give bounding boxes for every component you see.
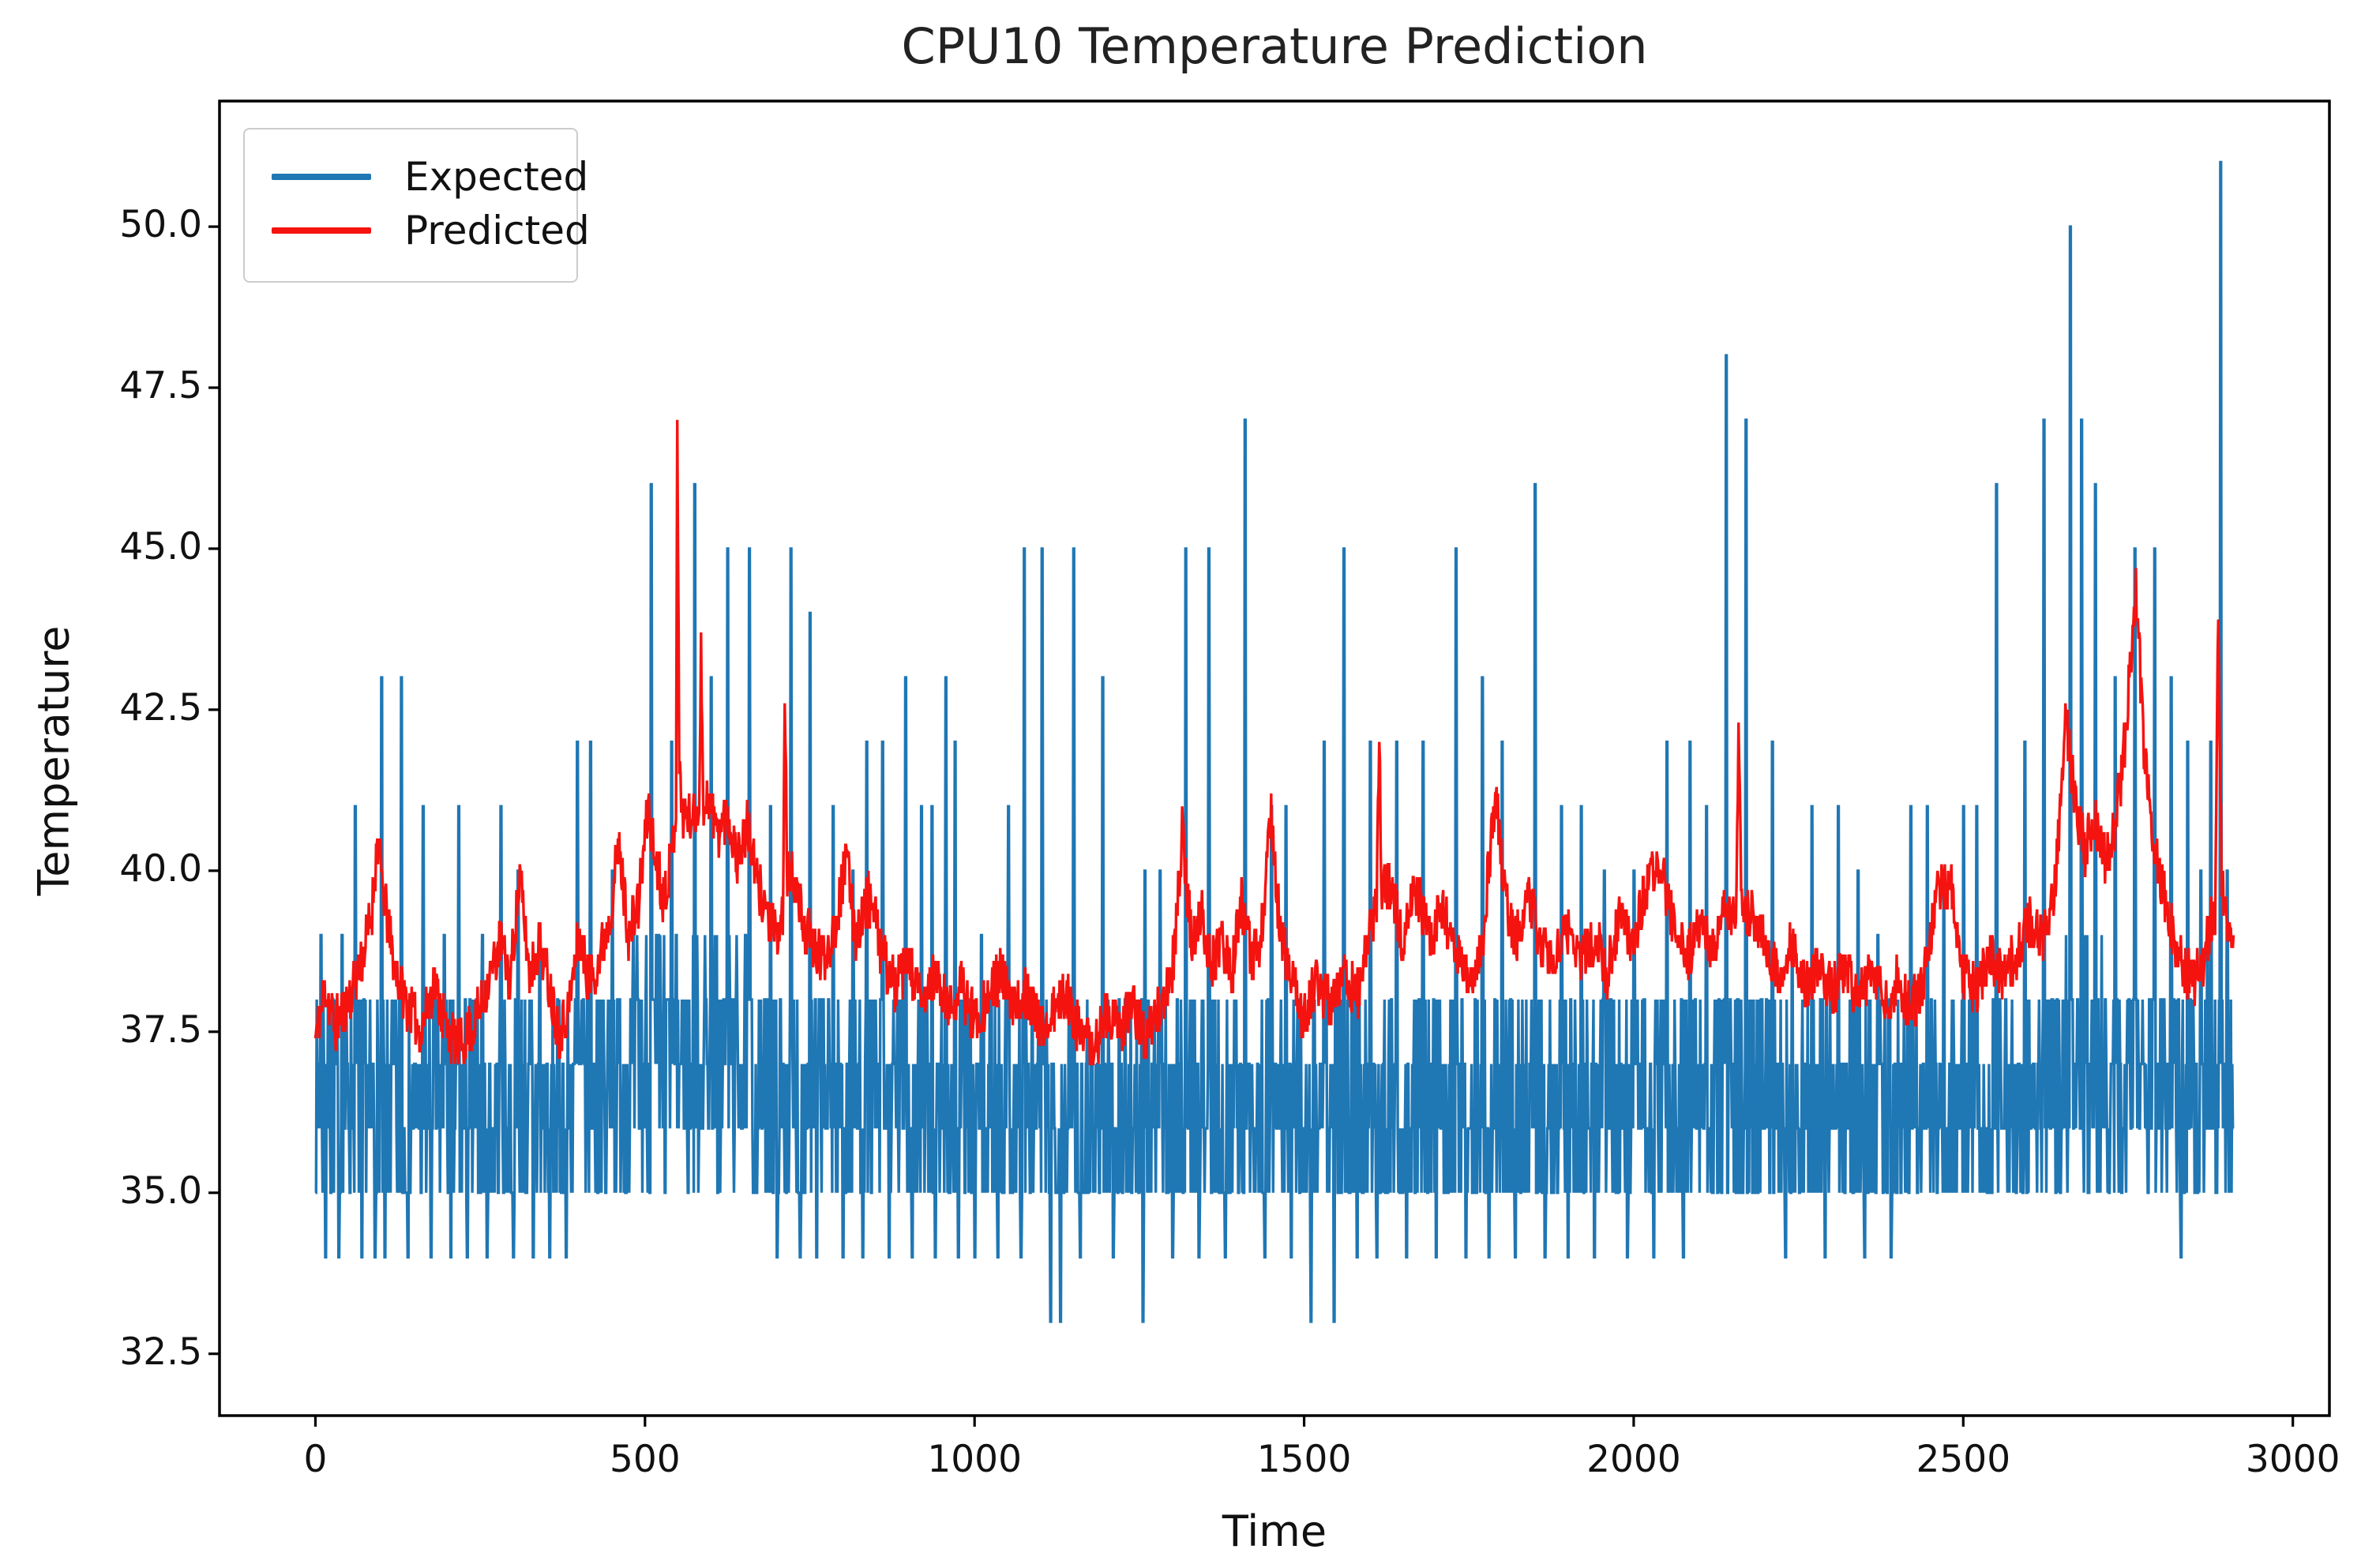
legend-label-predicted: Predicted	[404, 208, 590, 253]
plot-spines	[218, 99, 2331, 1417]
expected-series-line	[314, 160, 2235, 1323]
y-tick-label: 40.0	[119, 846, 202, 891]
x-tick-label: 1000	[927, 1438, 1022, 1481]
y-tick-label: 37.5	[119, 1007, 202, 1052]
y-tick-label: 32.5	[119, 1330, 202, 1374]
y-tick-label: 42.5	[119, 685, 202, 730]
x-tick-label: 500	[609, 1438, 681, 1481]
predicted-line-swatch	[272, 227, 371, 234]
x-tick-label: 0	[303, 1438, 328, 1481]
x-tick-label: 2500	[1916, 1438, 2011, 1481]
y-tick-label: 35.0	[119, 1168, 202, 1213]
legend: Expected Predicted	[243, 128, 590, 283]
predicted-series-line	[313, 419, 2235, 1066]
x-tick-label: 1500	[1256, 1438, 1352, 1481]
legend-item-predicted: Predicted	[272, 204, 590, 257]
chart-title: CPU10 Temperature Prediction	[901, 17, 1648, 75]
y-axis-label: Temperature	[28, 625, 79, 896]
legend-label-expected: Expected	[404, 154, 589, 200]
x-tick-label: 2000	[1586, 1438, 1681, 1481]
legend-item-expected: Expected	[272, 150, 588, 204]
expected-line-swatch	[272, 174, 371, 180]
x-axis-label: Time	[1222, 1506, 1327, 1556]
y-tick-label: 47.5	[119, 364, 202, 408]
x-tick-label: 3000	[2245, 1438, 2340, 1481]
y-tick-label: 45.0	[119, 524, 202, 568]
y-tick-label: 50.0	[119, 203, 202, 247]
